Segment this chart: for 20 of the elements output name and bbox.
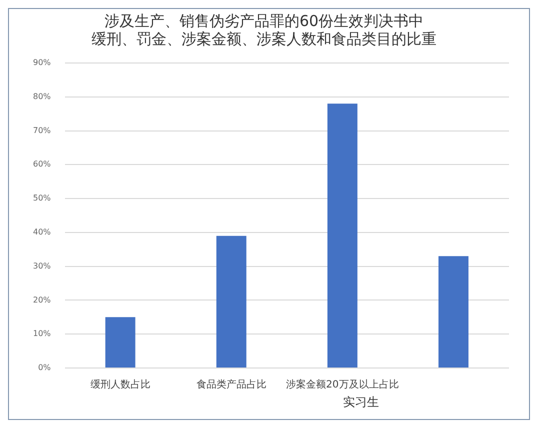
y-tick-label: 70% <box>33 126 52 135</box>
y-tick-label: 40% <box>33 228 52 237</box>
bar <box>327 104 358 368</box>
bar <box>105 317 136 368</box>
y-tick-label: 60% <box>33 160 52 169</box>
y-tick-label: 80% <box>33 92 52 101</box>
y-tick-label: 90% <box>33 58 52 68</box>
text: 实习生 <box>343 395 379 409</box>
text: 缓刑、罚金、涉案金额、涉案人数和食品类目的比重 <box>92 30 436 48</box>
y-tick-label: 50% <box>33 194 52 203</box>
bar <box>216 236 246 368</box>
y-tick-label: 10% <box>33 329 52 338</box>
text: 涉及生产、销售伪劣产品罪的60份生效判决书中 <box>104 12 424 30</box>
y-tick-label: 30% <box>33 261 52 270</box>
x-tick-label: 缓刑人数占比 <box>90 378 150 391</box>
y-tick-label: 0% <box>38 363 52 372</box>
x-tick-label: 食品类产品占比 <box>196 378 266 391</box>
bar <box>438 256 468 368</box>
x-tick-label: 涉案金额20万及以上占比 <box>286 378 399 391</box>
y-tick-label: 20% <box>33 295 52 304</box>
